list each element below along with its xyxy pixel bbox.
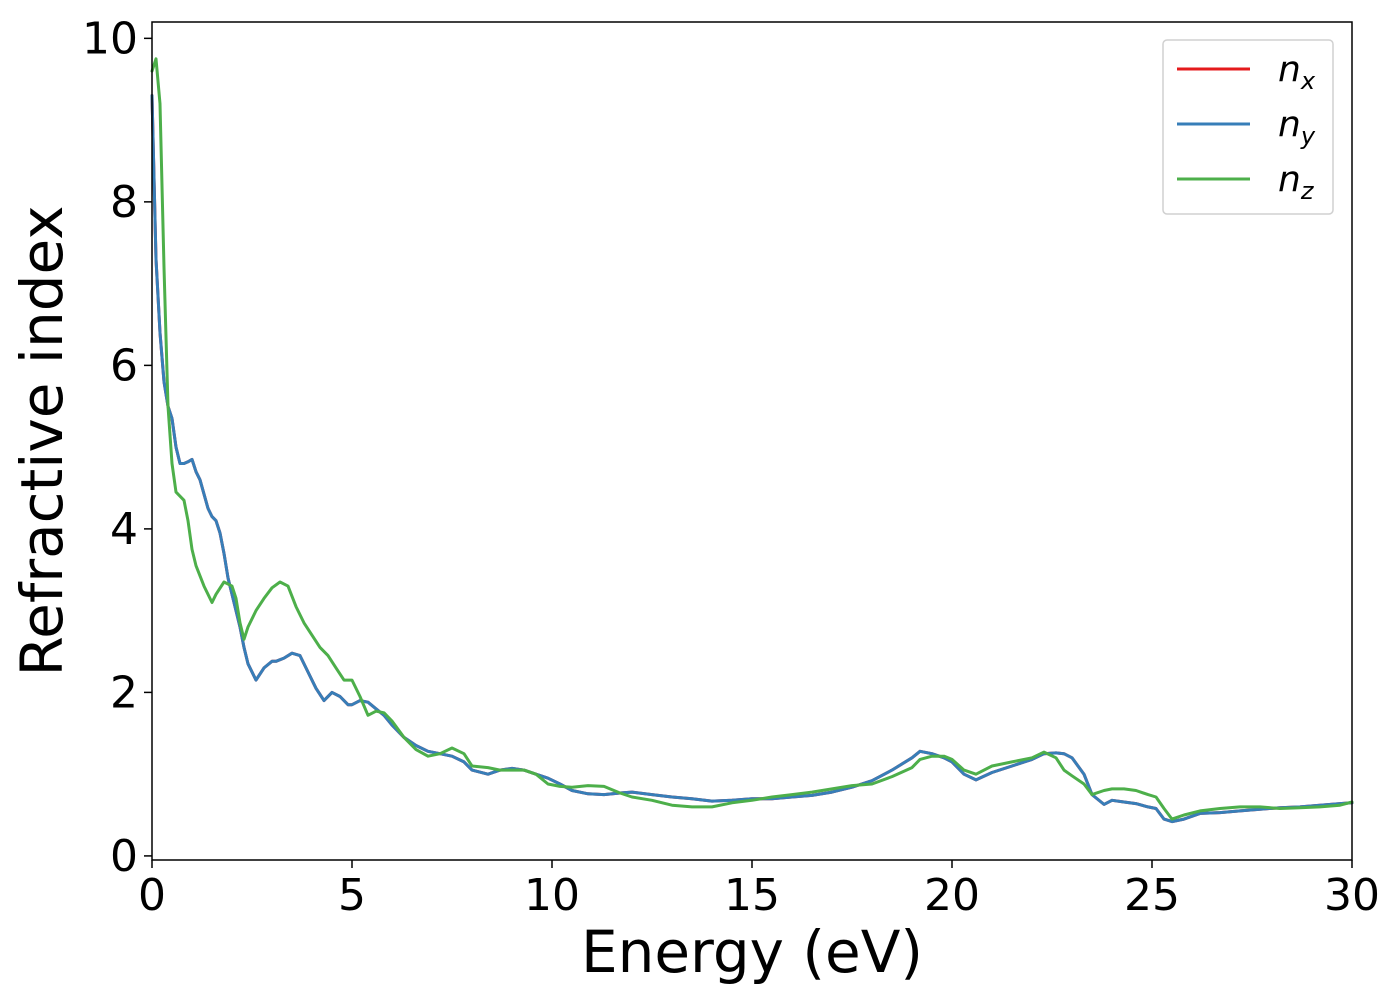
y-tick-label: 0	[110, 831, 138, 882]
y-axis-ticks: 0 2 4 6 8 10	[82, 13, 152, 882]
x-tick-label: 15	[724, 870, 780, 921]
legend-entries: nx ny nz	[1177, 49, 1316, 205]
x-tick-label: 20	[924, 870, 980, 921]
x-axis-label: Energy (eV)	[581, 918, 923, 986]
legend: nx ny nz	[1162, 39, 1334, 215]
x-tick-label: 5	[338, 870, 366, 921]
y-tick-label: 8	[110, 177, 138, 228]
y-tick-label: 4	[110, 504, 138, 555]
legend-label-nz: nz	[1278, 159, 1315, 205]
legend-box	[1162, 39, 1334, 215]
x-tick-label: 30	[1324, 870, 1380, 921]
y-axis-label: Refractive index	[8, 205, 76, 676]
y-tick-label: 2	[110, 667, 138, 718]
y-tick-label: 6	[110, 340, 138, 391]
legend-label-nx: nx	[1278, 49, 1316, 95]
series-layer	[150, 57, 1354, 824]
y-tick-label: 10	[82, 13, 138, 64]
legend-label-ny: ny	[1278, 104, 1316, 150]
x-tick-label: 0	[138, 870, 166, 921]
x-axis-ticks: 0 5 10 15 20 25 30	[138, 860, 1380, 921]
series-line-n-z	[150, 57, 1354, 821]
x-tick-label: 25	[1124, 870, 1180, 921]
x-tick-label: 10	[524, 870, 580, 921]
